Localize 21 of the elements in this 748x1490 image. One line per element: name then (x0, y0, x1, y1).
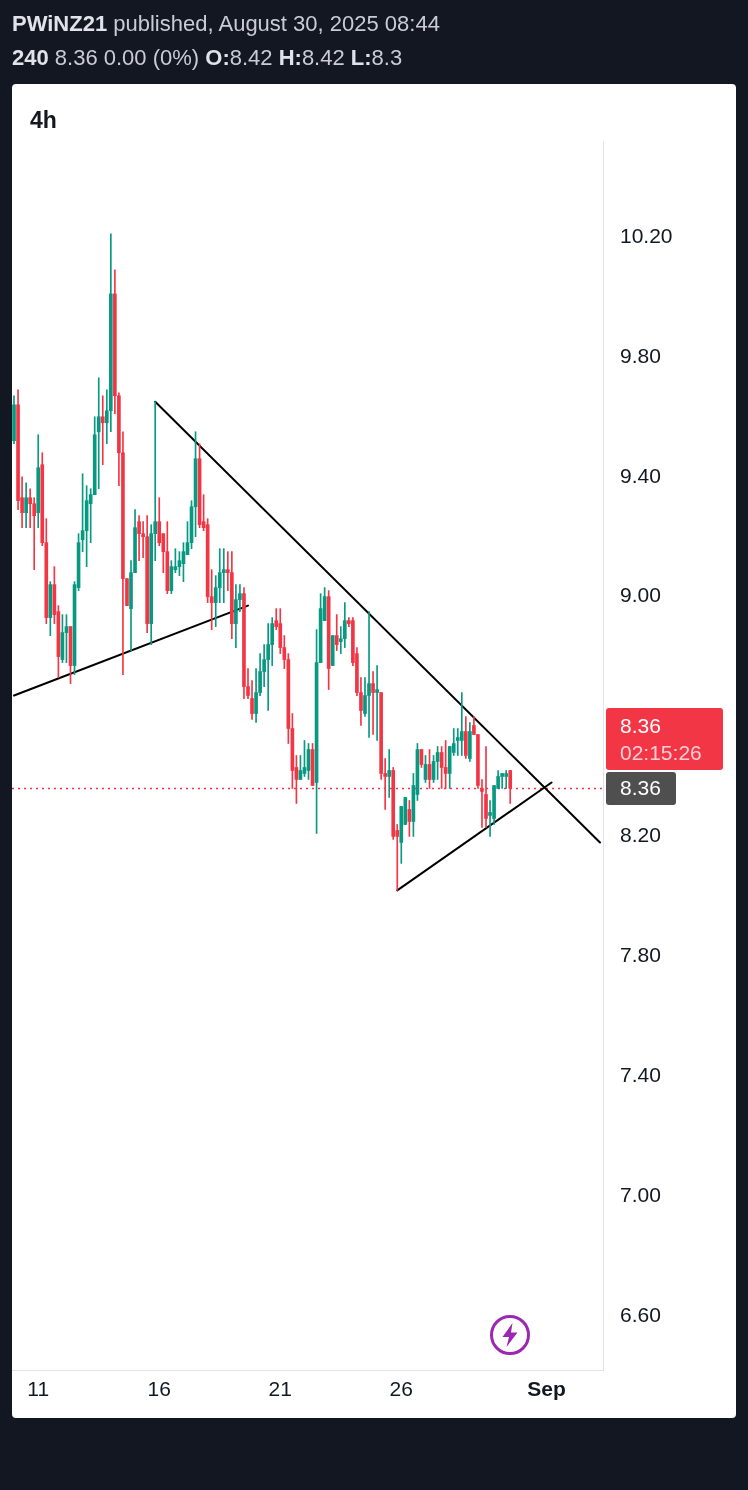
y-tick-label: 9.40 (620, 463, 661, 487)
y-tick-label: 10.20 (620, 223, 673, 247)
x-tick-label: Sep (527, 1377, 566, 1401)
chart-title: 4h (30, 106, 57, 134)
y-tick-label: 7.40 (620, 1063, 661, 1087)
text: 02:15:26 (620, 740, 702, 764)
y-tick-label: 9.00 (620, 583, 661, 607)
y-tick-label: 7.00 (620, 1182, 661, 1206)
x-tick-label: 11 (27, 1377, 50, 1401)
ref-line-label: 8.36 (620, 776, 661, 800)
y-tick-label: 7.80 (620, 943, 661, 967)
y-tick-label: 8.20 (620, 823, 661, 847)
candlestick (330, 635, 335, 666)
y-tick-label: 9.80 (620, 343, 661, 367)
x-tick-label: 16 (147, 1377, 171, 1401)
x-tick-label: 21 (268, 1377, 292, 1401)
text: 240 8.36 0.00 (0%) O:8.42 H:8.42 L:8.3 (12, 44, 403, 72)
y-tick-label: 6.60 (620, 1302, 661, 1326)
chart-subtitle: PWiNZ21 published, August 30, 2025 08:44 (12, 10, 440, 38)
text: 8.36 (620, 713, 661, 737)
x-tick-label: 26 (389, 1377, 413, 1401)
